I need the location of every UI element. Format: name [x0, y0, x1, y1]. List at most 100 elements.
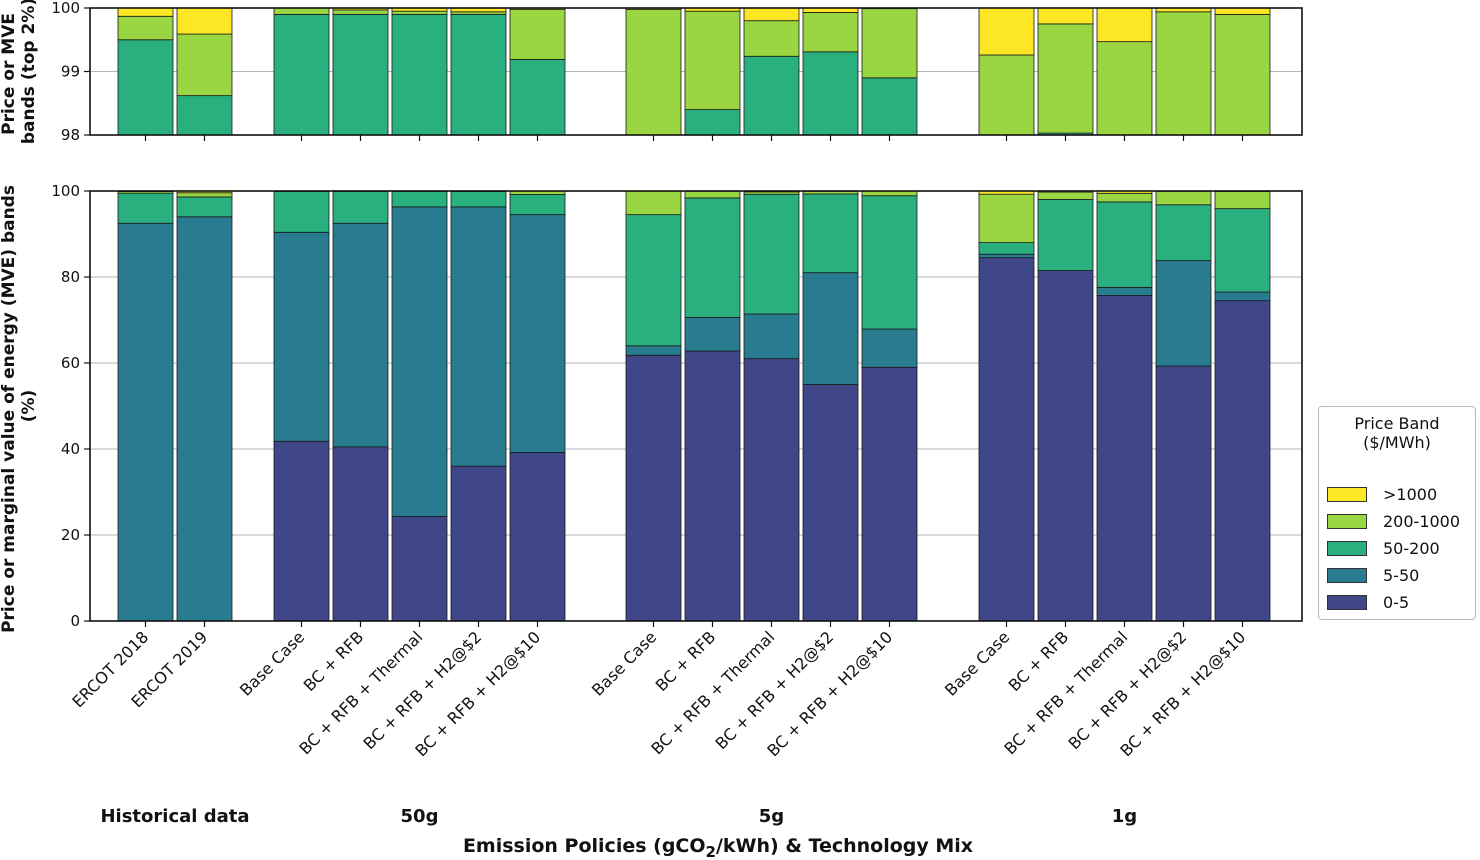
- legend-item-200-1000: 200-1000: [1327, 511, 1461, 531]
- bar-segment-50g-bc-rfb-h2-10-50-200: [509, 194, 566, 216]
- bar-segment-5g-bc-rfb-0-5: [684, 350, 741, 622]
- bar-segment-5g-bc-rfb-50-200: [684, 197, 741, 318]
- top-panel-bars: [117, 7, 1271, 136]
- bar-segment-5g-bc-rfb-h2-2-0-5: [802, 384, 859, 622]
- top-bar-segment-historical-data-ercot-2019-50-200: [176, 95, 233, 136]
- top-y-tick-label: 100: [51, 0, 80, 17]
- bar-segment-50g-bc-rfb-thermal-5-50: [391, 206, 448, 517]
- top-y-tick-label: 98: [61, 126, 80, 144]
- legend-item-gt1000: >1000: [1327, 484, 1438, 504]
- bottom-ylabel-line-1: Price or marginal value of energy (MVE) …: [0, 185, 19, 633]
- category-label-1g-bc-rfb-h2-2: BC + RFB + H2@$2: [1065, 627, 1191, 753]
- bar-segment-50g-base-case-0-5: [273, 440, 330, 622]
- top-bar-segment-1g-base-case-1000: [978, 7, 1035, 56]
- bar-segment-50g-bc-rfb-h2-10-5-50: [509, 214, 566, 453]
- category-label-5g-bc-rfb-h2-2: BC + RFB + H2@$2: [712, 627, 838, 753]
- bar-segment-50g-bc-rfb-5-50: [332, 222, 389, 448]
- bottom-y-tick-label: 60: [61, 354, 80, 372]
- legend-swatch-50-200: [1327, 540, 1367, 556]
- bar-segment-historical-data-ercot-2019-5-50: [176, 216, 233, 622]
- bar-segment-50g-base-case-5-50: [273, 231, 330, 442]
- top-bar-segment-1g-bc-rfb-1000: [1037, 7, 1094, 25]
- legend: Price Band ($/MWh) >1000 200-1000 50-200…: [1318, 406, 1476, 620]
- bar-segment-50g-bc-rfb-50-200: [332, 191, 389, 224]
- bar-segment-5g-bc-rfb-h2-2-50-200: [802, 193, 859, 274]
- bar-segment-50g-bc-rfb-thermal-0-5: [391, 516, 448, 622]
- legend-item-50-200: 50-200: [1327, 538, 1440, 558]
- bottom-y-tick-label: 20: [61, 526, 80, 544]
- legend-swatch-200-1000: [1327, 513, 1367, 529]
- legend-title-line-1: Price Band: [1354, 414, 1440, 433]
- legend-swatch-5-50: [1327, 567, 1367, 583]
- bar-segment-5g-bc-rfb-5-50: [684, 317, 741, 352]
- bar-segment-1g-bc-rfb-h2-10-5-50: [1214, 291, 1271, 302]
- legend-title: Price Band ($/MWh): [1319, 414, 1475, 452]
- bar-segment-5g-base-case-0-5: [625, 354, 682, 622]
- top-bar-segment-5g-bc-rfb-50-200: [684, 109, 741, 136]
- legend-label-50-200: 50-200: [1383, 538, 1440, 558]
- legend-title-line-2: ($/MWh): [1363, 433, 1431, 452]
- bar-segment-1g-bc-rfb-h2-10-0-5: [1214, 300, 1271, 622]
- category-label-1g-base-case: Base Case: [941, 627, 1013, 699]
- top-bar-segment-50g-base-case-200-1000: [273, 7, 330, 15]
- bar-segment-5g-bc-rfb-h2-2-5-50: [802, 272, 859, 385]
- top-bar-segment-50g-bc-rfb-200-1000: [332, 9, 389, 15]
- bar-segment-1g-bc-rfb-thermal-50-200: [1096, 201, 1153, 288]
- bar-segment-1g-bc-rfb-200-1000: [1037, 191, 1094, 200]
- x-axis-title: Emission Policies (gCO2/kWh) & Technolog…: [463, 835, 973, 860]
- top-bar-segment-50g-bc-rfb-h2-10-50-200: [509, 59, 566, 136]
- legend-label-0-5: 0-5: [1383, 592, 1410, 612]
- top-bar-segment-50g-base-case-50-200: [273, 13, 330, 136]
- top-bar-segment-1g-bc-rfb-thermal-200-1000: [1096, 41, 1153, 136]
- legend-label-gt1000: >1000: [1383, 484, 1438, 504]
- group-label-1g: 1g: [1112, 806, 1137, 827]
- x-axis-title-subscript: 2: [706, 843, 716, 860]
- group-label-5g: 5g: [759, 806, 784, 827]
- bar-segment-historical-data-ercot-2019-200-1000: [176, 192, 233, 198]
- top-bar-segment-5g-bc-rfb-h2-2-200-1000: [802, 12, 859, 53]
- bar-segment-50g-bc-rfb-h2-2-5-50: [450, 206, 507, 467]
- legend-item-5-50: 5-50: [1327, 566, 1419, 585]
- bar-segment-1g-bc-rfb-h2-10-50-200: [1214, 208, 1271, 293]
- bar-segment-5g-base-case-50-200: [625, 214, 682, 347]
- bottom-y-tick-label: 40: [61, 440, 80, 458]
- top-panel-y-ticks: 98 99 100: [51, 0, 90, 144]
- top-bar-segment-5g-bc-rfb-h2-10-50-200: [861, 77, 918, 136]
- top-bar-segment-1g-bc-rfb-h2-10-200-1000: [1214, 13, 1271, 136]
- legend-swatch-0-5: [1327, 594, 1367, 610]
- group-label-historical-data: Historical data: [100, 806, 249, 827]
- top-bar-segment-1g-bc-rfb-thermal-1000: [1096, 7, 1153, 43]
- bar-segment-1g-bc-rfb-h2-2-0-5: [1155, 365, 1212, 622]
- x-axis-title-part-1: Emission Policies (gCO: [463, 835, 706, 857]
- bar-segment-1g-base-case-50-200: [978, 242, 1035, 255]
- top-bar-segment-1g-bc-rfb-200-1000: [1037, 23, 1094, 134]
- top-bar-segment-5g-bc-rfb-thermal-1000: [743, 7, 800, 22]
- category-label-5g-base-case: Base Case: [588, 627, 660, 699]
- top-bar-segment-historical-data-ercot-2018-50-200: [117, 39, 174, 136]
- bar-segment-1g-base-case-0-5: [978, 257, 1035, 622]
- top-bar-segment-50g-bc-rfb-h2-10-200-1000: [509, 8, 566, 60]
- bottom-panel-y-ticks: 0 20 40 60 80 100: [51, 182, 90, 630]
- bar-segment-historical-data-ercot-2019-50-200: [176, 196, 233, 218]
- bar-segment-50g-bc-rfb-0-5: [332, 446, 389, 622]
- bottom-y-tick-label: 80: [61, 268, 80, 286]
- top-bar-segment-historical-data-ercot-2019-200-1000: [176, 33, 233, 97]
- bar-segment-5g-bc-rfb-thermal-5-50: [743, 313, 800, 360]
- top-bar-segment-5g-bc-rfb-200-1000: [684, 10, 741, 111]
- bar-segment-1g-bc-rfb-thermal-5-50: [1096, 286, 1153, 296]
- top-bar-segment-historical-data-ercot-2018-1000: [117, 7, 174, 17]
- bar-segment-50g-base-case-50-200: [273, 191, 330, 233]
- top-bar-segment-5g-bc-rfb-h2-10-200-1000: [861, 8, 918, 79]
- bar-segment-5g-bc-rfb-thermal-0-5: [743, 358, 800, 622]
- bottom-y-tick-label: 100: [51, 182, 80, 200]
- bar-segment-5g-base-case-200-1000: [625, 190, 682, 216]
- bar-segment-5g-bc-rfb-h2-10-0-5: [861, 366, 918, 622]
- x-axis-title-part-2: /kWh) & Technology Mix: [716, 835, 973, 857]
- bar-segment-1g-base-case-5-50: [978, 253, 1035, 259]
- legend-label-200-1000: 200-1000: [1383, 511, 1461, 531]
- bar-segment-1g-bc-rfb-h2-2-200-1000: [1155, 190, 1212, 206]
- legend-swatch-gt1000: [1327, 486, 1367, 502]
- bar-segment-5g-base-case-5-50: [625, 345, 682, 356]
